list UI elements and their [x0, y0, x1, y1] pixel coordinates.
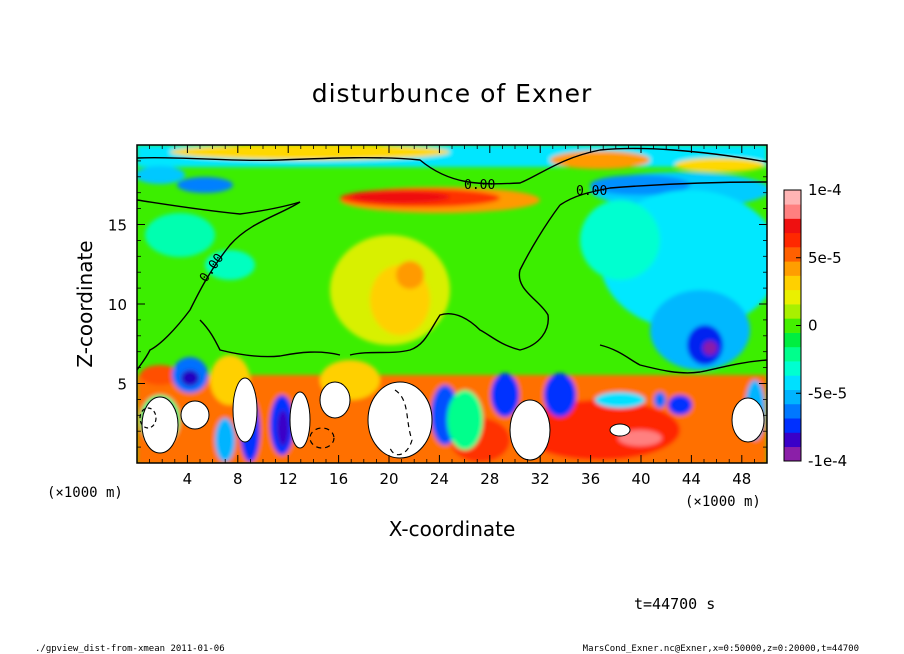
y-axis-label: Z-coordinate — [73, 240, 97, 367]
colorbar-swatch — [784, 346, 801, 362]
colorbar-swatch — [784, 218, 801, 234]
chart-title: disturbunce of Exner — [312, 79, 593, 108]
zero-contour — [137, 147, 767, 185]
white-region — [232, 377, 258, 443]
colorbar-swatch — [784, 289, 801, 305]
x-tick-label: 4 — [183, 470, 193, 488]
colorbar-swatch — [784, 389, 801, 405]
y-axis: 5 10 15 — [108, 160, 767, 448]
heatmap-region — [590, 175, 690, 195]
contour-lines — [137, 147, 767, 461]
colorbar-swatch — [784, 232, 801, 248]
colorbar-tick-label: 0 — [808, 317, 818, 335]
x-tick-label: 16 — [329, 470, 348, 488]
heatmap-region — [580, 200, 660, 280]
x-axis-label: X-coordinate — [389, 517, 516, 541]
white-region — [289, 391, 311, 449]
x-tick-label: 36 — [581, 470, 600, 488]
heatmap-region — [145, 213, 215, 257]
colorbar-swatch — [784, 261, 801, 276]
colorbar-swatch — [784, 418, 801, 433]
heatmap-region — [595, 392, 645, 408]
colorbar-swatch — [784, 432, 801, 448]
colorbar-swatch — [784, 190, 801, 205]
colorbar-tick-label: 5e-5 — [808, 249, 842, 267]
colorbar-tick-label: -5e-5 — [808, 384, 847, 402]
x-axis: 4 8 12 16 20 24 28 32 36 40 44 48 — [149, 145, 755, 488]
colorbar-swatch — [784, 375, 801, 390]
x-tick-label: 40 — [631, 470, 650, 488]
white-region — [319, 381, 351, 419]
y-tick-label: 10 — [108, 296, 127, 314]
heatmap-region — [668, 395, 692, 415]
zero-contour — [199, 319, 341, 358]
negative-contour — [309, 427, 335, 449]
zero-contour — [137, 199, 301, 215]
heatmap-region — [703, 341, 717, 355]
heatmap-region — [177, 177, 233, 193]
heatmap-region — [277, 410, 289, 446]
colorbar-swatch — [784, 318, 801, 333]
colorbar-swatch — [784, 275, 801, 291]
zero-contour — [349, 204, 561, 356]
heatmap-region — [137, 166, 185, 184]
negative-contour — [139, 407, 157, 429]
heatmap-region — [181, 370, 199, 386]
heatmap-region — [544, 373, 576, 417]
zero-contour — [599, 344, 767, 374]
contour-label-2: 0.00 — [576, 184, 607, 199]
contour-label-1: 0.00 — [464, 178, 495, 193]
x-tick-label: 12 — [279, 470, 298, 488]
x-tick-label: 48 — [732, 470, 751, 488]
colorbar-swatch — [784, 204, 801, 219]
y-tick-label: 5 — [117, 376, 127, 394]
heatmap-region — [447, 390, 483, 450]
heatmap-region — [675, 158, 765, 172]
heatmap-region — [491, 373, 519, 417]
heatmap-region — [170, 145, 450, 160]
colorbar-swatch — [784, 446, 801, 462]
plot-area — [137, 145, 767, 463]
heatmap-region — [350, 191, 450, 203]
white-region — [509, 399, 551, 461]
x-tick-label: 20 — [379, 470, 398, 488]
colorbar-ticks: 1e-4 5e-5 0 -5e-5 -1e-4 — [796, 181, 847, 470]
colorbar-swatch — [784, 403, 801, 419]
white-region — [367, 381, 433, 459]
x-tick-label: 44 — [682, 470, 701, 488]
footer-right: MarsCond_Exner.nc@Exner,x=0:50000,z=0:20… — [583, 644, 859, 654]
heatmap-region — [205, 250, 255, 280]
heatmap-region — [396, 261, 424, 289]
heatmap-region — [140, 365, 180, 385]
colorbar-tick-label: 1e-4 — [808, 181, 842, 199]
x-tick-label: 28 — [480, 470, 499, 488]
heatmap-region — [654, 392, 666, 408]
white-region — [731, 397, 765, 443]
zero-contour — [559, 181, 767, 206]
colorbar-swatch — [784, 332, 801, 348]
colorbar-swatch — [784, 304, 801, 319]
zero-contour — [137, 201, 301, 371]
x-tick-label: 32 — [531, 470, 550, 488]
heatmap-region — [618, 430, 662, 446]
x-unit-right: (×1000 m) — [685, 494, 761, 510]
time-label: t=44700 s — [634, 595, 715, 613]
x-tick-label: 8 — [233, 470, 243, 488]
footer-left: ./gpview_dist-from-xmean 2011-01-06 — [35, 644, 225, 654]
white-region — [141, 396, 179, 454]
x-tick-label: 24 — [430, 470, 449, 488]
x-unit-left: (×1000 m) — [47, 485, 123, 501]
colorbar-tick-label: -1e-4 — [808, 452, 847, 470]
y-tick-label: 15 — [108, 217, 127, 235]
white-region — [180, 400, 210, 430]
heatmap-region — [550, 151, 650, 169]
colorbar-swatch — [784, 247, 801, 262]
white-region — [609, 423, 631, 437]
negative-contour — [389, 389, 413, 456]
heatmap-region — [215, 418, 235, 462]
colorbar-swatch — [784, 361, 801, 376]
